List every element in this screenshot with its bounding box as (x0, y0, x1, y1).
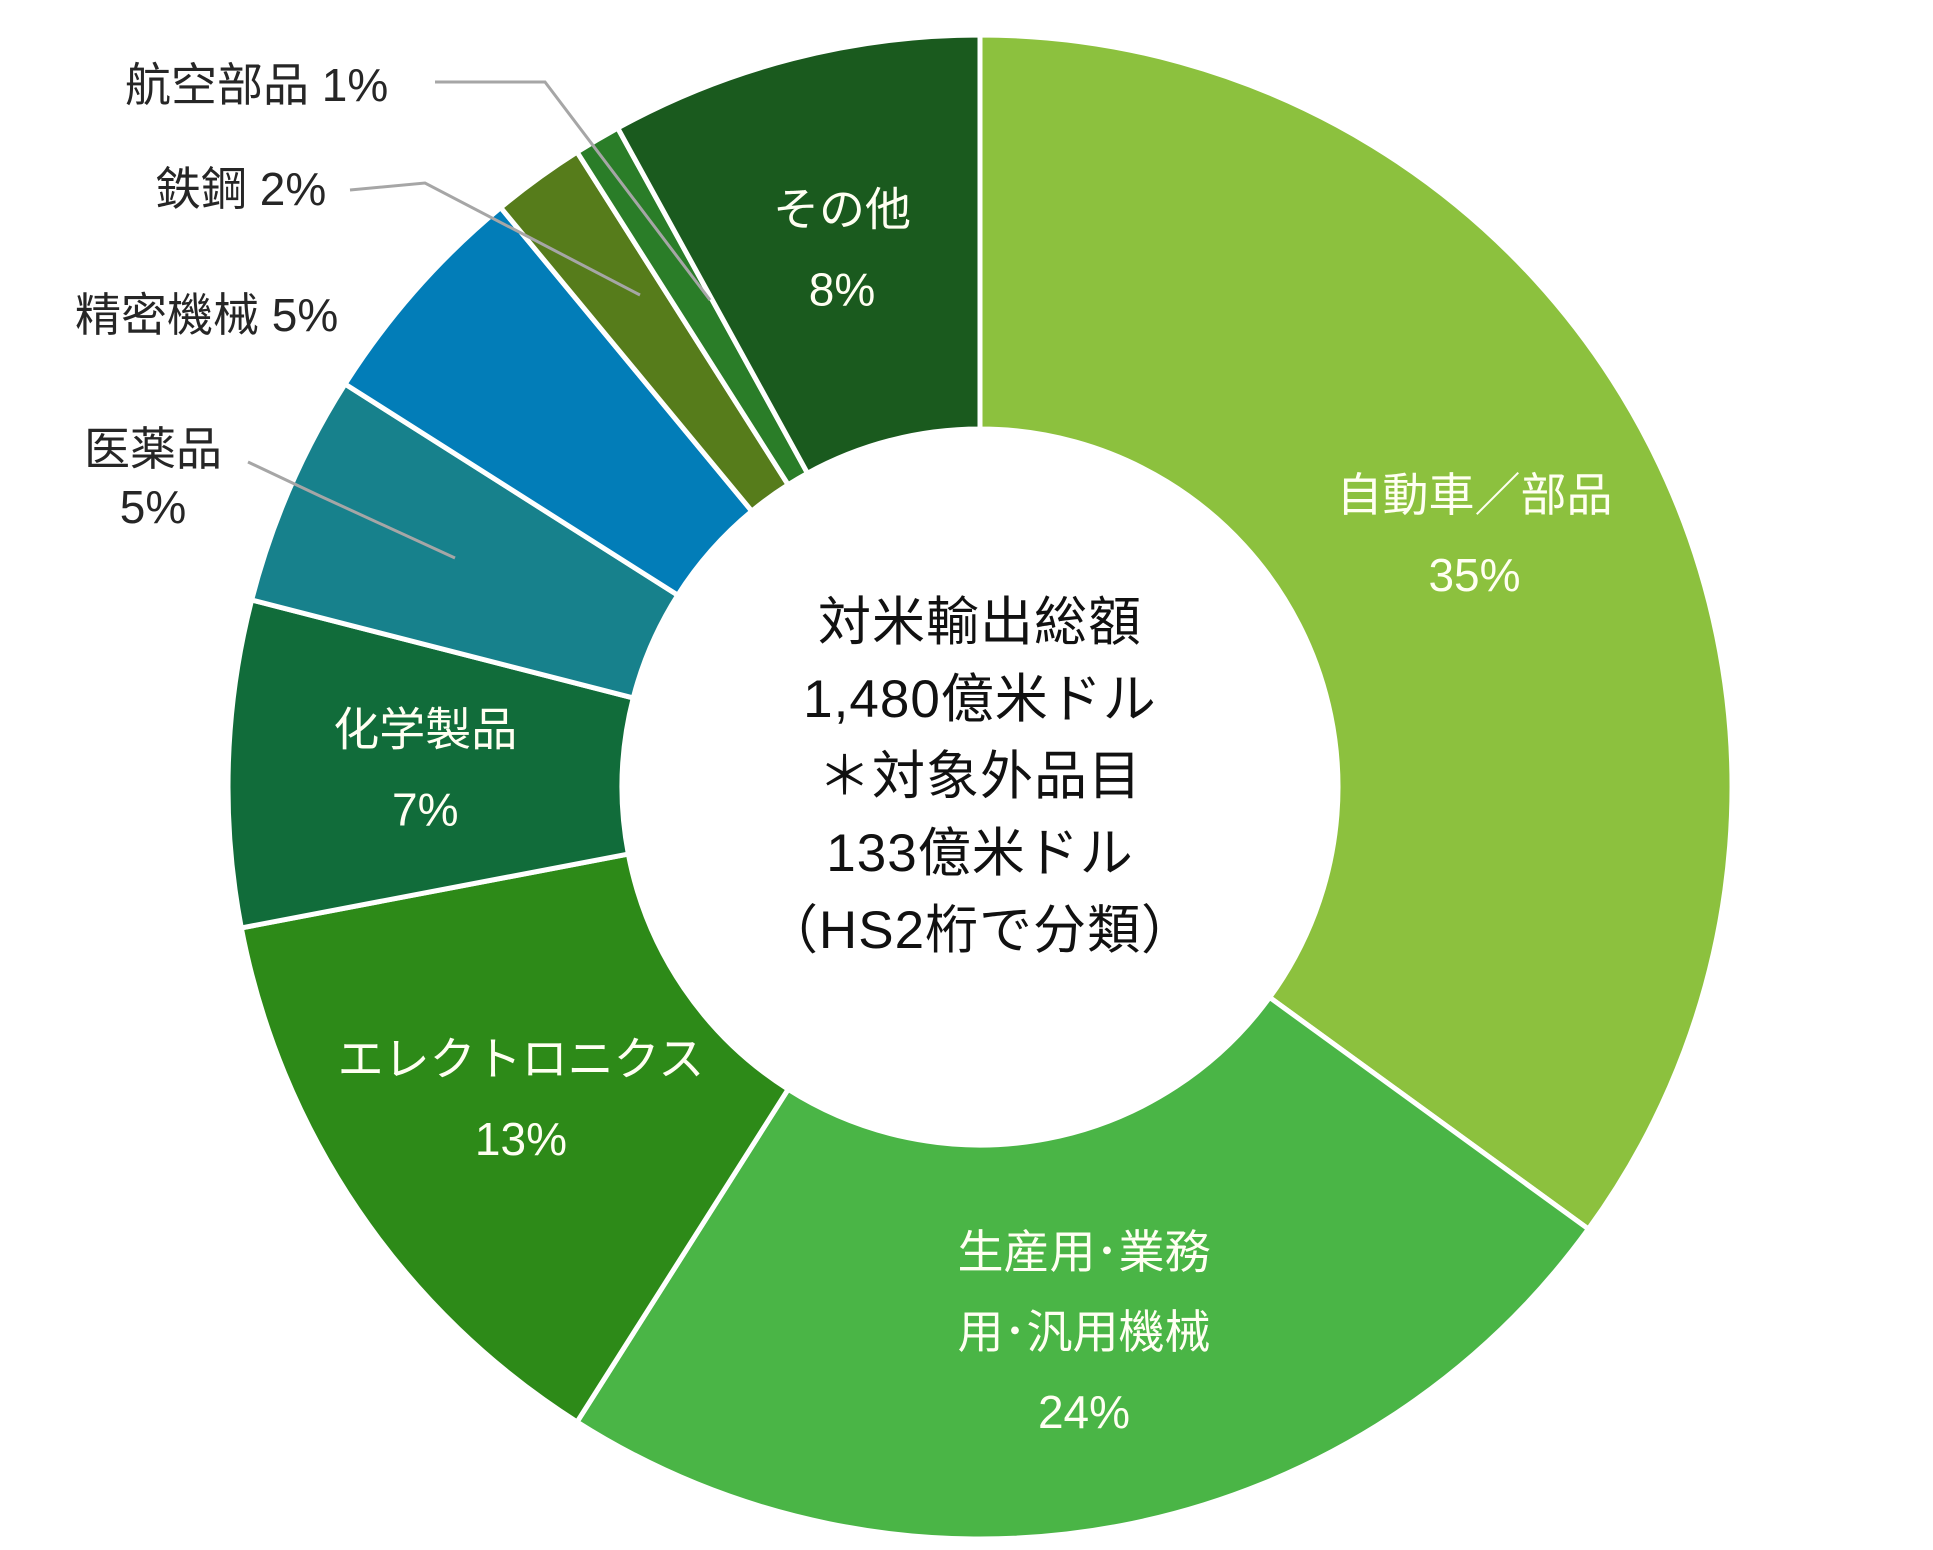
center-text-line: 対米輸出総額 (818, 593, 1142, 652)
outside-label-line: 医薬品 (84, 423, 222, 475)
outside-label-line: 精密機械 5% (75, 289, 339, 341)
leader-line-aviation (435, 80, 712, 301)
center-text-line: ＊対象外品目 (818, 747, 1142, 806)
slice-label-chemicals: 化学製品 7% (333, 704, 517, 836)
outside-label-aviation: 航空部品 1% (125, 56, 388, 114)
slice-electronics (238, 851, 791, 1425)
slice-label-automobiles: 自動車／部品 35% (1337, 469, 1613, 601)
leader-line-pharmaceuticals (247, 460, 456, 560)
slice-label-others: その他 8% (773, 183, 911, 315)
donut-center-text: 対米輸出総額 1,480億米ドル ＊対象外品目 133億米ドル （HS2桁で分類） (630, 584, 1330, 969)
center-text-line: 1,480億米ドル (803, 670, 1157, 729)
center-text-line: 133億米ドル (826, 824, 1134, 883)
slice-chemicals (225, 597, 636, 931)
outside-label-pharmaceuticals: 医薬品 5% (58, 420, 248, 536)
outside-label-line: 航空部品 1% (125, 59, 389, 111)
slice-machinery (574, 994, 1591, 1542)
leader-line-steel (349, 181, 641, 297)
slice-label-electronics: エレクトロニクス 13% (338, 1033, 705, 1165)
center-text-line: （HS2桁で分類） (764, 901, 1196, 960)
slice-automobiles (977, 32, 1735, 1232)
outside-label-line: 5% (119, 481, 187, 533)
outside-label-steel: 鉄鋼 2% (155, 160, 326, 218)
outside-label-line: 鉄鋼 2% (155, 163, 327, 215)
outside-label-precision: 精密機械 5% (75, 286, 338, 344)
slice-label-machinery: 生産用･業務用･汎用機械 24% (958, 1226, 1211, 1438)
slice-others (615, 32, 983, 476)
